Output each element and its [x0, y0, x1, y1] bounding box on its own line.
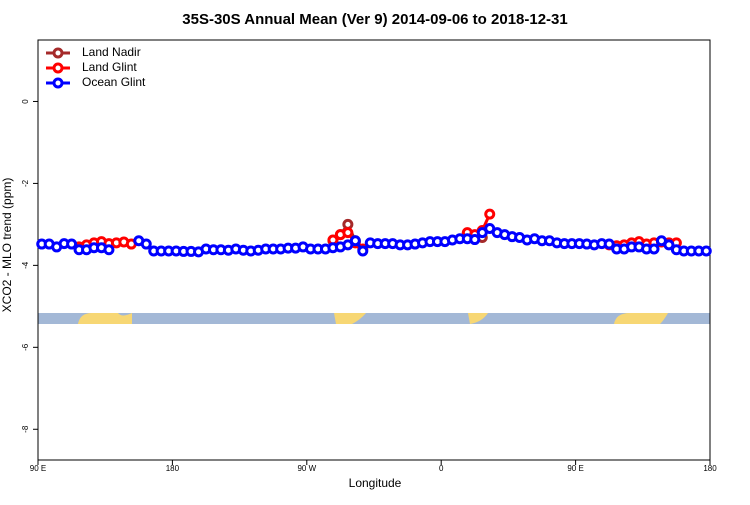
data-point	[663, 239, 675, 251]
y-tick-label: -8	[21, 425, 30, 433]
data-point	[603, 238, 615, 250]
x-tick-label: 0	[439, 464, 444, 473]
x-tick-label: 180	[703, 464, 717, 473]
legend-label: Land Nadir	[82, 45, 141, 59]
legend-marker	[52, 62, 64, 74]
legend-marker	[52, 47, 64, 59]
data-point	[66, 238, 78, 250]
y-tick-label: -4	[21, 261, 30, 269]
data-point	[103, 244, 115, 256]
x-tick-label: 90 E	[567, 464, 583, 473]
x-tick-label: 180	[166, 464, 180, 473]
data-point	[140, 238, 152, 250]
map-strip	[38, 313, 710, 324]
data-point	[342, 227, 354, 239]
data-point	[357, 245, 369, 257]
data-point	[700, 245, 712, 257]
legend-marker	[52, 77, 64, 89]
data-point	[484, 208, 496, 220]
y-axis-label: XCO2 - MLO trend (ppm)	[0, 178, 14, 313]
x-axis-label: Longitude	[349, 476, 402, 490]
data-point	[349, 235, 361, 247]
y-tick-label: 0	[21, 99, 30, 104]
y-tick-label: -6	[21, 343, 30, 351]
y-tick-label: -2	[21, 179, 30, 187]
chart-title: 35S-30S Annual Mean (Ver 9) 2014-09-06 t…	[182, 11, 567, 28]
legend-label: Ocean Glint	[82, 75, 146, 89]
legend-label: Land Glint	[82, 60, 137, 74]
data-point	[648, 243, 660, 255]
x-tick-label: 90 E	[30, 464, 46, 473]
data-point	[469, 234, 481, 246]
x-tick-label: 90 W	[297, 464, 316, 473]
